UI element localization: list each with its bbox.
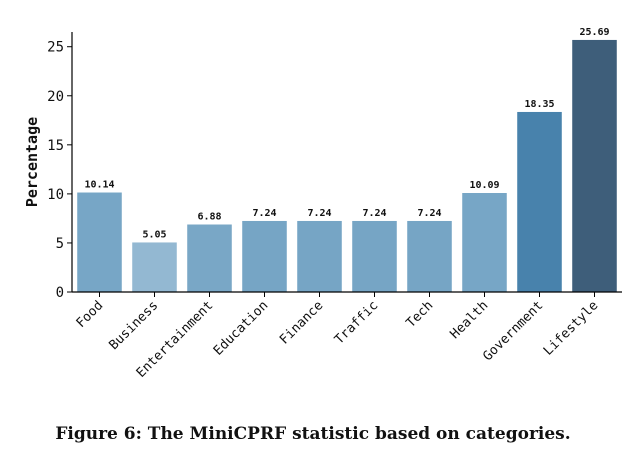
figure-caption: Figure 6: The MiniCPRF statistic based o… xyxy=(55,424,571,444)
bar-finance xyxy=(297,220,342,292)
x-tick-label-tech: Tech xyxy=(404,298,437,331)
y-tick-label: 15 xyxy=(47,138,64,154)
value-label-health: 10.09 xyxy=(469,180,499,191)
value-label-education: 7.24 xyxy=(252,208,276,219)
bar-health xyxy=(462,193,507,292)
bars-group xyxy=(77,39,617,292)
bar-lifestyle xyxy=(572,39,617,292)
x-tick-label-health: Health xyxy=(448,298,492,342)
bar-entertainment xyxy=(187,224,232,292)
x-tick-label-education: Education xyxy=(211,298,271,358)
value-label-food: 10.14 xyxy=(84,180,114,191)
x-tick-label-food: Food xyxy=(74,298,107,331)
bar-food xyxy=(77,192,122,292)
x-tick-label-business: Business xyxy=(106,298,161,353)
value-label-entertainment: 6.88 xyxy=(197,211,221,222)
y-tick-label: 10 xyxy=(47,187,64,203)
bar-education xyxy=(242,220,287,292)
bar-government xyxy=(517,111,562,292)
bar-tech xyxy=(407,220,452,292)
y-tick-label: 0 xyxy=(56,285,64,301)
value-labels: 10.14 5.05 6.88 7.24 7.24 7.24 7.24 10.09 18.35 2… xyxy=(84,27,609,241)
value-label-tech: 7.24 xyxy=(417,208,441,219)
bar-business xyxy=(132,242,177,292)
y-tick-label: 5 xyxy=(56,236,64,252)
y-axis-ticks: 0 5 10 15 20 25 xyxy=(47,40,72,301)
bar-chart: 0 5 10 15 20 25 10.14 5.05 6.88 7.24 7.24 7.24 7.24… xyxy=(23,27,622,381)
value-label-government: 18.35 xyxy=(524,99,554,110)
y-axis-label: Percentage xyxy=(23,117,41,207)
bar-traffic xyxy=(352,220,397,292)
y-tick-label: 20 xyxy=(47,89,64,105)
y-tick-label: 25 xyxy=(47,40,64,56)
x-tick-label-lifestyle: Lifestyle xyxy=(541,298,602,359)
value-label-finance: 7.24 xyxy=(307,208,331,219)
x-tick-label-traffic: Traffic xyxy=(332,298,381,347)
value-label-business: 5.05 xyxy=(142,229,166,240)
x-tick-label-finance: Finance xyxy=(277,298,326,347)
value-label-traffic: 7.24 xyxy=(362,208,386,219)
value-label-lifestyle: 25.69 xyxy=(579,27,609,38)
